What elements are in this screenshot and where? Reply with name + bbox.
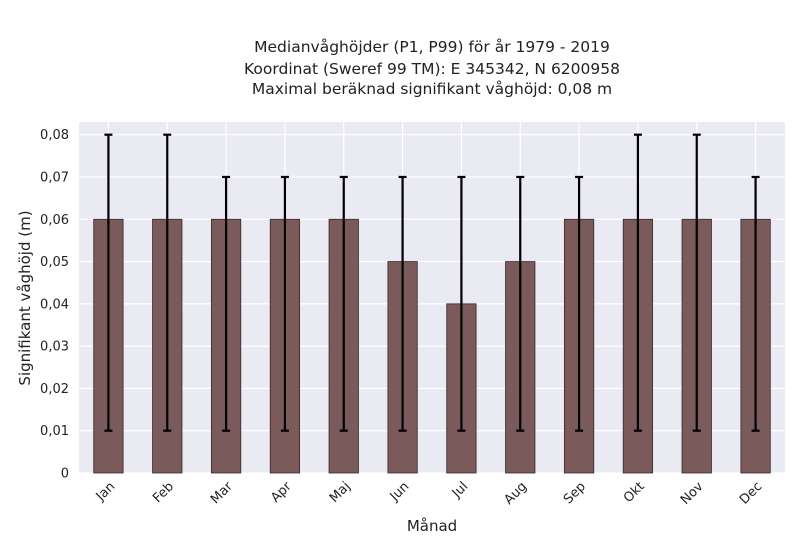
plot-area: [79, 122, 785, 473]
x-tick-label: Apr: [268, 479, 295, 506]
title-line-1: Medianvåghöjder (P1, P99) för år 1979 - …: [254, 38, 610, 56]
x-tick-label: Jun: [387, 479, 413, 505]
error-bar-nov: [692, 133, 701, 432]
error-bar-aug: [516, 175, 525, 432]
x-axis-label: Månad: [407, 517, 457, 535]
y-axis-label: Signifikant våghöjd (m): [16, 210, 34, 385]
error-bar-apr: [280, 175, 289, 432]
x-tick-label: Sep: [561, 479, 589, 507]
x-tick-label: Aug: [502, 479, 531, 508]
error-bar-jul: [457, 175, 466, 432]
error-bar-mar: [222, 175, 231, 432]
error-bar-feb: [163, 133, 172, 432]
y-tick-label: 0,03: [40, 340, 69, 355]
y-tick-label: 0,01: [40, 424, 69, 439]
title-line-3: Maximal beräknad signifikant våghöjd: 0,…: [252, 80, 612, 98]
x-tick-label: Maj: [327, 479, 354, 506]
y-tick-label: 0,02: [40, 382, 69, 397]
error-bar-dec: [751, 175, 760, 432]
y-tick-label: 0,07: [40, 170, 69, 185]
y-tick-label: 0,05: [40, 255, 69, 270]
error-bar-okt: [633, 133, 642, 432]
x-tick-label: Jul: [449, 479, 471, 501]
x-tick-label: Okt: [621, 479, 648, 506]
y-tick-labels: 0 0,01 0,02 0,03 0,04 0,05 0,06 0,07 0,08: [40, 128, 69, 481]
x-tick-labels: Jan Feb Mar Apr Maj Jun Jul Aug Sep Okt Nov Dec: [93, 479, 766, 508]
y-tick-label: 0,06: [40, 213, 69, 228]
error-bars: [104, 133, 760, 432]
x-tick-label: Mar: [208, 479, 236, 507]
x-tick-label: Jan: [93, 479, 118, 504]
x-tick-label: Dec: [737, 479, 765, 507]
error-bar-sep: [575, 175, 584, 432]
chart-title: Medianvåghöjder (P1, P99) för år 1979 - …: [244, 38, 620, 98]
x-tick-label: Nov: [678, 479, 707, 508]
error-bar-jan: [104, 133, 113, 432]
y-tick-label: 0,04: [40, 297, 69, 312]
error-bar-jun: [398, 175, 407, 432]
y-tick-label: 0,08: [40, 128, 69, 143]
title-line-2: Koordinat (Sweref 99 TM): E 345342, N 62…: [244, 60, 620, 78]
error-bar-maj: [339, 175, 348, 432]
x-tick-label: Feb: [150, 479, 177, 506]
y-tick-label: 0: [61, 467, 69, 482]
